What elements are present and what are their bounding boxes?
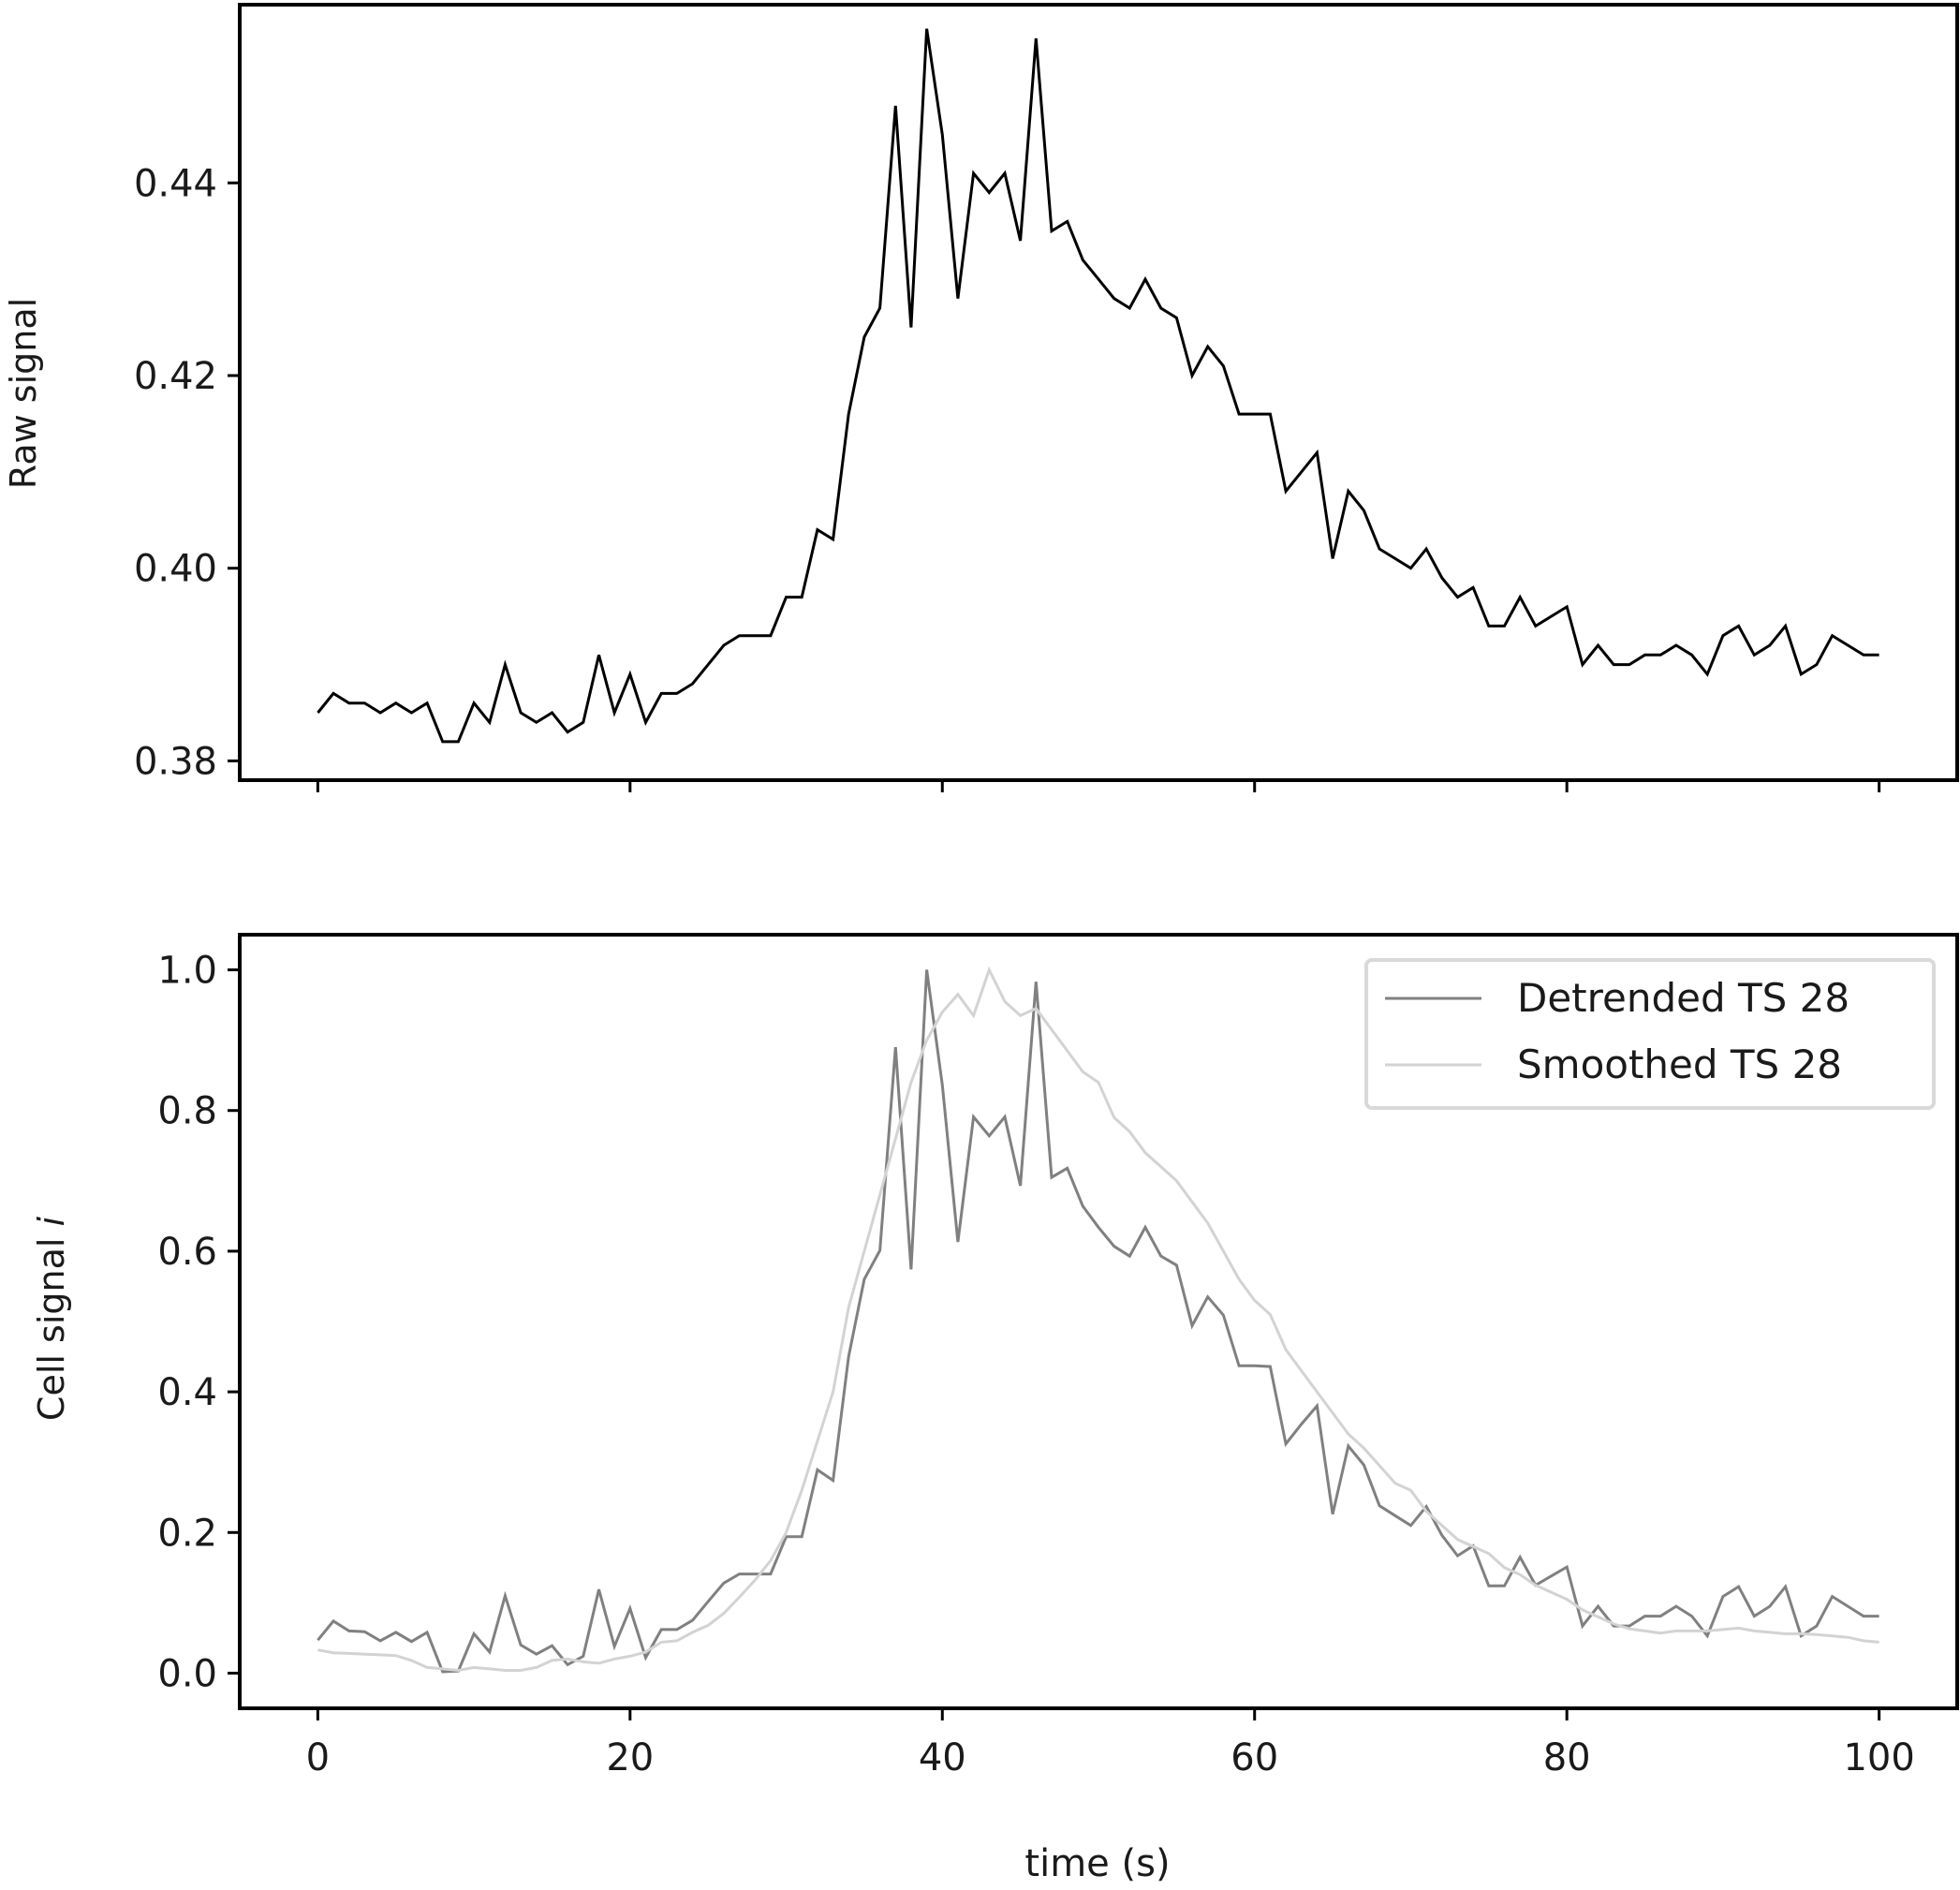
raw-signal-y-axis-ticks: 0.38 0.40 0.42 0.44 (134, 162, 240, 783)
cell-signal-x-tick-label: 20 (606, 1736, 654, 1779)
cell-signal-y-axis-label-text: Cell signal (31, 1238, 72, 1422)
raw-signal-y-tick-label: 0.38 (134, 740, 217, 783)
cell-signal-y-tick-label: 1.0 (157, 950, 217, 993)
cell-signal-y-axis-ticks: 0.0 0.2 0.4 0.6 0.8 1.0 (157, 950, 240, 1695)
raw-signal-x-axis-ticks (316, 780, 1881, 792)
raw-signal-y-tick-label: 0.44 (134, 162, 217, 205)
cell-signal-x-tick-label: 100 (1843, 1736, 1914, 1779)
cell-signal-x-tick-label: 0 (306, 1736, 330, 1779)
cell-signal-panel: 0.0 0.2 0.4 0.6 0.8 1.0 0 20 40 60 80 100 Cell sig… (31, 933, 1959, 1885)
cell-signal-y-tick-label: 0.0 (157, 1652, 217, 1695)
raw-signal-y-axis-label: Raw signal (3, 298, 44, 489)
legend: Detrended TS 28 Smoothed TS 28 (1364, 958, 1936, 1110)
raw-signal-y-tick-label: 0.42 (134, 355, 217, 398)
legend-label-detrended: Detrended TS 28 (1517, 975, 1849, 1021)
cell-signal-x-axis-label: time (s) (1024, 1842, 1170, 1885)
raw-signal-y-tick-label: 0.40 (134, 548, 217, 591)
raw-signal-plot-frame (238, 3, 1959, 782)
cell-signal-series-line-1 (317, 966, 1879, 1673)
cell-signal-y-axis-label-italic: i (31, 1216, 72, 1226)
cell-signal-y-tick-label: 0.2 (157, 1512, 217, 1555)
cell-signal-x-tick-label: 80 (1543, 1736, 1591, 1779)
raw-signal-panel: 0.38 0.40 0.42 0.44 Raw signal (3, 3, 1959, 792)
cell-signal-x-tick-label: 60 (1231, 1736, 1278, 1779)
cell-signal-y-axis-label-space (31, 1226, 72, 1237)
raw-signal-series-line-0 (317, 28, 1879, 744)
cell-signal-y-tick-label: 0.6 (157, 1231, 217, 1274)
cell-signal-y-tick-label: 0.4 (157, 1371, 217, 1414)
cell-signal-x-axis-ticks: 0 20 40 60 80 100 (306, 1708, 1915, 1779)
cell-signal-y-axis-label: Cell signal i (31, 1216, 72, 1421)
cell-signal-y-tick-label: 0.8 (157, 1090, 217, 1133)
legend-box (1364, 958, 1936, 1110)
legend-label-smoothed: Smoothed TS 28 (1517, 1041, 1842, 1087)
cell-signal-x-tick-label: 40 (919, 1736, 966, 1779)
cell-signal-series-group (317, 966, 1879, 1674)
cell-signal-plot-frame (238, 933, 1959, 1710)
raw-signal-series-group (317, 28, 1879, 744)
